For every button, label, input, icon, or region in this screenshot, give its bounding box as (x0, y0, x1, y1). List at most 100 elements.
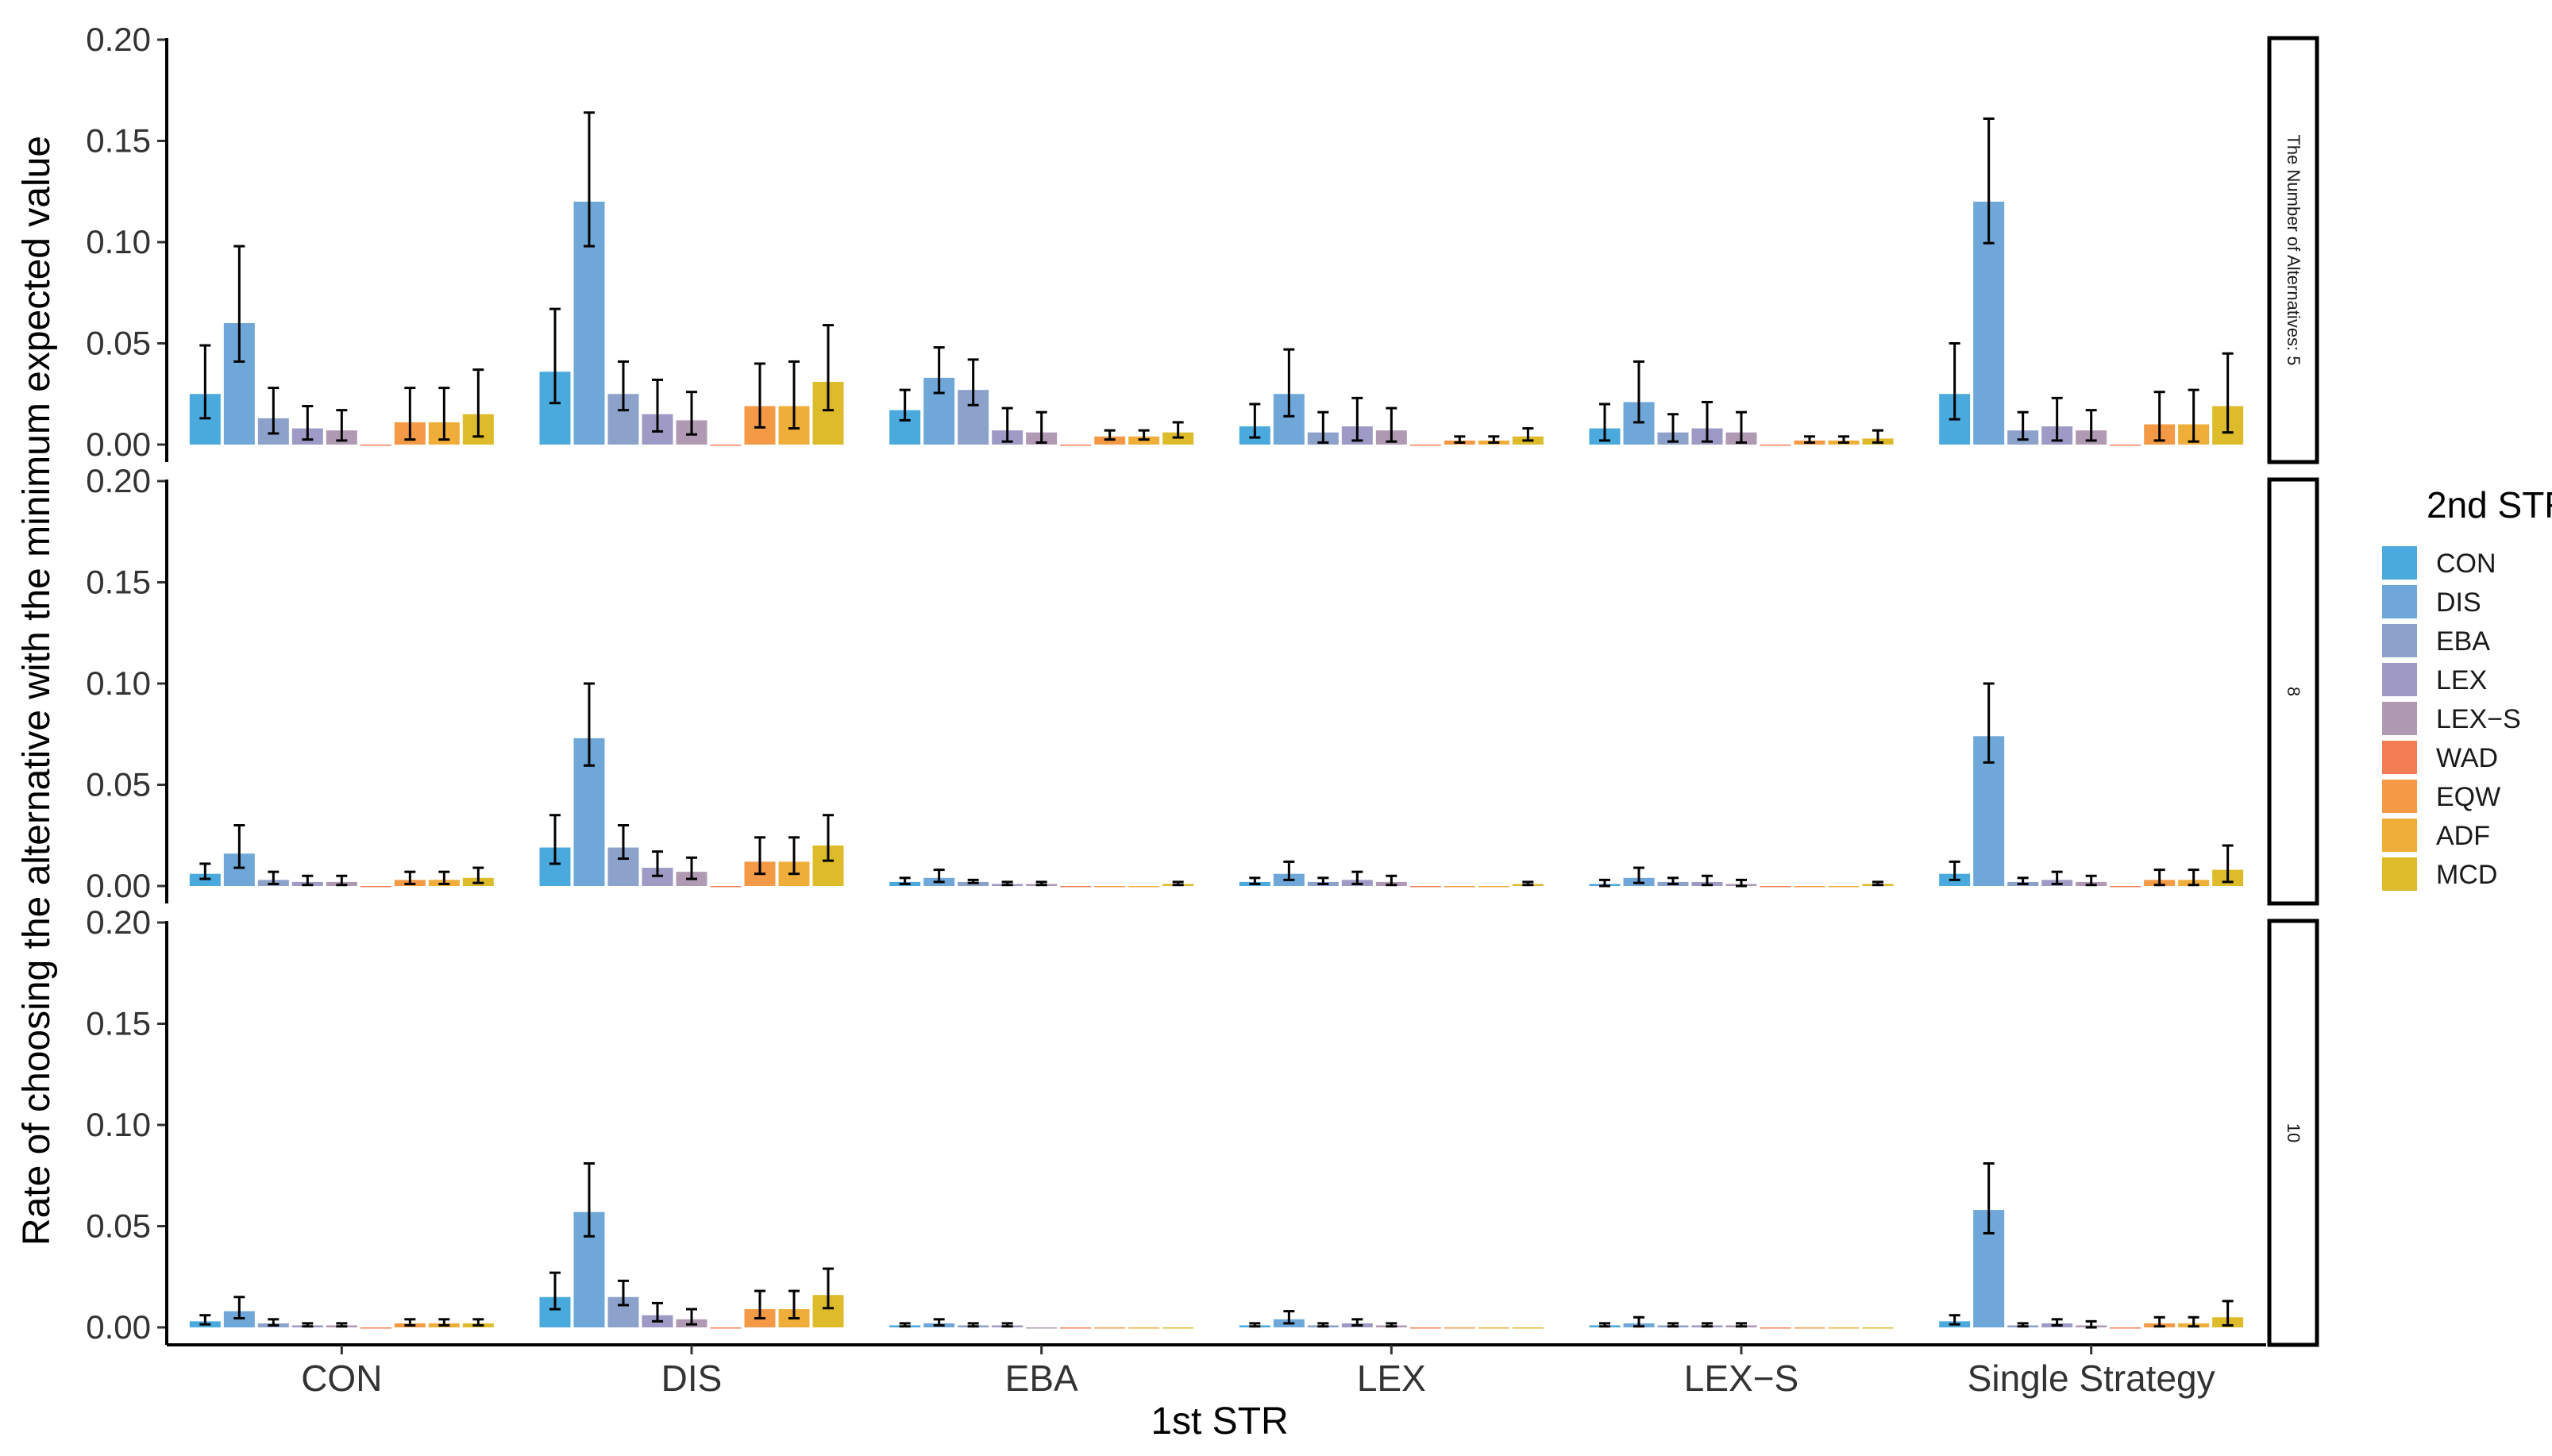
legend-label: LEX (2436, 665, 2487, 695)
bar (1760, 1327, 1791, 1329)
legend-item: MCD (2382, 857, 2497, 891)
error-bar (1983, 1161, 1995, 1235)
error-bar (472, 1318, 484, 1327)
bar (2110, 886, 2141, 888)
error-bar (404, 387, 416, 441)
error-bar (472, 368, 484, 438)
legend-label: CON (2436, 549, 2496, 579)
legend-swatch (2382, 819, 2417, 852)
legend-item: CON (2382, 546, 2496, 580)
error-bar (404, 870, 416, 885)
legend-swatch (2382, 624, 2417, 657)
error-bar (1949, 1314, 1960, 1326)
bar (1760, 445, 1791, 446)
legend-swatch (2382, 702, 2417, 735)
error-bar (1001, 880, 1013, 887)
legend-label: WAD (2436, 743, 2498, 773)
error-bar (618, 1279, 629, 1307)
error-bar (438, 387, 450, 441)
bar (1409, 886, 1441, 888)
legend-item: ADF (2382, 819, 2490, 852)
bar (1026, 1327, 1058, 1329)
y-tick-label: 0.10 (86, 664, 151, 702)
error-bar (1351, 870, 1363, 885)
facet-strip-label: 10 (2284, 1123, 2303, 1142)
error-bar (1633, 1315, 1644, 1328)
x-category-label: LEX−S (1684, 1358, 1799, 1399)
bar (710, 1327, 742, 1329)
error-bar (823, 1267, 834, 1310)
legend-label: DIS (2436, 587, 2481, 618)
bar (1162, 1327, 1194, 1329)
error-bar (438, 1318, 450, 1327)
error-bar (754, 362, 765, 429)
panel-2: 0.00 0.05 0.10 0.15 0.20 8 (86, 462, 2319, 906)
error-bar (1386, 1322, 1397, 1328)
bar (1060, 445, 1092, 446)
x-category-label: LEX (1357, 1358, 1426, 1399)
error-bar (899, 876, 911, 885)
facet-strip: 8 (2267, 477, 2319, 906)
error-bar (652, 378, 663, 433)
error-bar (584, 682, 595, 767)
error-bar (1667, 876, 1679, 885)
bar (1862, 1327, 1894, 1329)
panel-3: 0.00 0.05 0.10 0.15 0.20 10 (86, 903, 2319, 1347)
y-tick-label: 0.20 (86, 903, 151, 941)
error-bar (1667, 1322, 1679, 1328)
error-bar (404, 1318, 416, 1327)
error-bar (336, 1322, 348, 1328)
x-axis-categories: CON DIS EBA LEX LEX−S Single Strategy (301, 1345, 2215, 1399)
legend-title: 2nd STR (2427, 484, 2552, 526)
error-bar (233, 824, 245, 869)
error-bar (438, 870, 450, 885)
y-tick-label: 0.00 (86, 1308, 151, 1346)
error-bar (1872, 880, 1883, 887)
error-bar (652, 850, 663, 877)
error-bar (268, 387, 279, 435)
y-tick-label: 0.00 (86, 426, 151, 463)
error-bar (472, 866, 484, 884)
error-bar (1633, 866, 1644, 884)
facet-strip-label: The Number of Alternatives: 5 (2284, 134, 2303, 365)
bar (1094, 886, 1126, 888)
legend-item: DIS (2382, 585, 2481, 618)
error-bar (933, 1318, 945, 1327)
error-bar (1283, 1310, 1295, 1325)
error-bar (336, 874, 348, 887)
error-bar (233, 245, 245, 363)
error-bar (1283, 348, 1295, 418)
error-bar (2222, 1300, 2234, 1327)
error-bar (1599, 878, 1610, 888)
x-axis-title: 1st STR (1151, 1400, 1288, 1443)
error-bar (2017, 876, 2029, 885)
legend-swatch (2382, 585, 2417, 618)
error-bar (233, 1296, 245, 1320)
legend-swatch (2382, 857, 2417, 891)
error-bar (1736, 878, 1747, 888)
legend-label: EBA (2436, 626, 2490, 657)
bar (710, 886, 742, 888)
error-bar (1138, 429, 1150, 441)
error-bar (2051, 1318, 2063, 1327)
bar (1128, 886, 1160, 888)
y-tick-label: 0.10 (86, 223, 151, 260)
y-tick-label: 0.10 (86, 1106, 151, 1143)
error-bar (823, 324, 834, 412)
y-tick-label: 0.15 (86, 122, 151, 160)
bar (1444, 886, 1475, 888)
y-tick-label: 0.05 (86, 1208, 151, 1245)
x-category-label: DIS (661, 1358, 723, 1399)
error-bar (1702, 874, 1713, 887)
facet-strip: 10 (2267, 919, 2319, 1347)
bar (360, 1327, 391, 1329)
error-bar (1172, 421, 1184, 439)
legend-swatch (2382, 663, 2417, 696)
error-bar (1317, 1322, 1329, 1328)
facet-panels: 0.00 0.05 0.10 0.15 0.20 The Number of Altern… (86, 21, 2319, 1347)
error-bar (2153, 391, 2165, 442)
legend-item: WAD (2382, 741, 2498, 774)
error-bar (967, 358, 979, 406)
error-bar (823, 814, 834, 862)
y-tick-label: 0.05 (86, 325, 151, 362)
